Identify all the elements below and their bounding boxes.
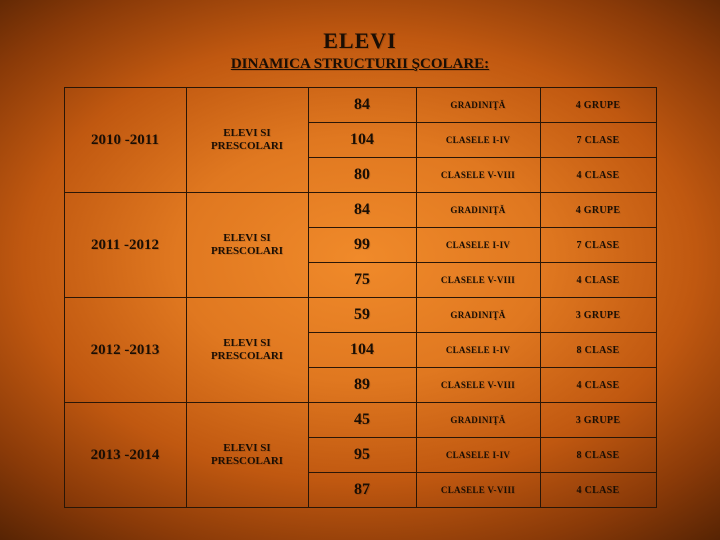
- category-cell: GRADINIŢĂ: [416, 403, 540, 438]
- table-row: 2011 -2012ELEVI SI PRESCOLARI84GRADINIŢĂ…: [64, 193, 656, 228]
- year-cell: 2012 -2013: [64, 298, 186, 403]
- table-row: 2010 -2011ELEVI SI PRESCOLARI84GRADINIŢĂ…: [64, 88, 656, 123]
- class-count-cell: 4 CLASE: [540, 473, 656, 508]
- category-cell: CLASELE I-IV: [416, 228, 540, 263]
- class-count-cell: 7 CLASE: [540, 123, 656, 158]
- count-number-cell: 45: [308, 403, 416, 438]
- class-count-cell: 3 GRUPE: [540, 298, 656, 333]
- class-count-cell: 4 CLASE: [540, 368, 656, 403]
- count-number-cell: 95: [308, 438, 416, 473]
- category-cell: CLASELE I-IV: [416, 123, 540, 158]
- page-title: ELEVI: [323, 28, 396, 54]
- class-count-cell: 7 CLASE: [540, 228, 656, 263]
- count-number-cell: 99: [308, 228, 416, 263]
- count-number-cell: 80: [308, 158, 416, 193]
- category-cell: GRADINIŢĂ: [416, 88, 540, 123]
- class-count-cell: 4 CLASE: [540, 263, 656, 298]
- class-count-cell: 8 CLASE: [540, 438, 656, 473]
- table-row: 2013 -2014ELEVI SI PRESCOLARI45GRADINIŢĂ…: [64, 403, 656, 438]
- count-number-cell: 104: [308, 333, 416, 368]
- category-cell: CLASELE V-VIII: [416, 263, 540, 298]
- class-count-cell: 4 GRUPE: [540, 193, 656, 228]
- count-number-cell: 84: [308, 193, 416, 228]
- count-number-cell: 87: [308, 473, 416, 508]
- count-number-cell: 75: [308, 263, 416, 298]
- category-cell: CLASELE V-VIII: [416, 368, 540, 403]
- class-count-cell: 8 CLASE: [540, 333, 656, 368]
- count-number-cell: 89: [308, 368, 416, 403]
- year-cell: 2011 -2012: [64, 193, 186, 298]
- class-count-cell: 4 GRUPE: [540, 88, 656, 123]
- group-label-cell: ELEVI SI PRESCOLARI: [186, 88, 308, 193]
- group-label-cell: ELEVI SI PRESCOLARI: [186, 193, 308, 298]
- category-cell: CLASELE I-IV: [416, 333, 540, 368]
- count-number-cell: 59: [308, 298, 416, 333]
- year-cell: 2010 -2011: [64, 88, 186, 193]
- category-cell: GRADINIŢĂ: [416, 193, 540, 228]
- year-cell: 2013 -2014: [64, 403, 186, 508]
- group-label-cell: ELEVI SI PRESCOLARI: [186, 298, 308, 403]
- page-subtitle: DINAMICA STRUCTURII ŞCOLARE:: [231, 56, 489, 73]
- category-cell: GRADINIŢĂ: [416, 298, 540, 333]
- table-row: 2012 -2013ELEVI SI PRESCOLARI59GRADINIŢĂ…: [64, 298, 656, 333]
- class-count-cell: 3 GRUPE: [540, 403, 656, 438]
- group-label-cell: ELEVI SI PRESCOLARI: [186, 403, 308, 508]
- count-number-cell: 104: [308, 123, 416, 158]
- category-cell: CLASELE V-VIII: [416, 158, 540, 193]
- count-number-cell: 84: [308, 88, 416, 123]
- dynamics-table: 2010 -2011ELEVI SI PRESCOLARI84GRADINIŢĂ…: [64, 87, 657, 508]
- class-count-cell: 4 CLASE: [540, 158, 656, 193]
- category-cell: CLASELE V-VIII: [416, 473, 540, 508]
- category-cell: CLASELE I-IV: [416, 438, 540, 473]
